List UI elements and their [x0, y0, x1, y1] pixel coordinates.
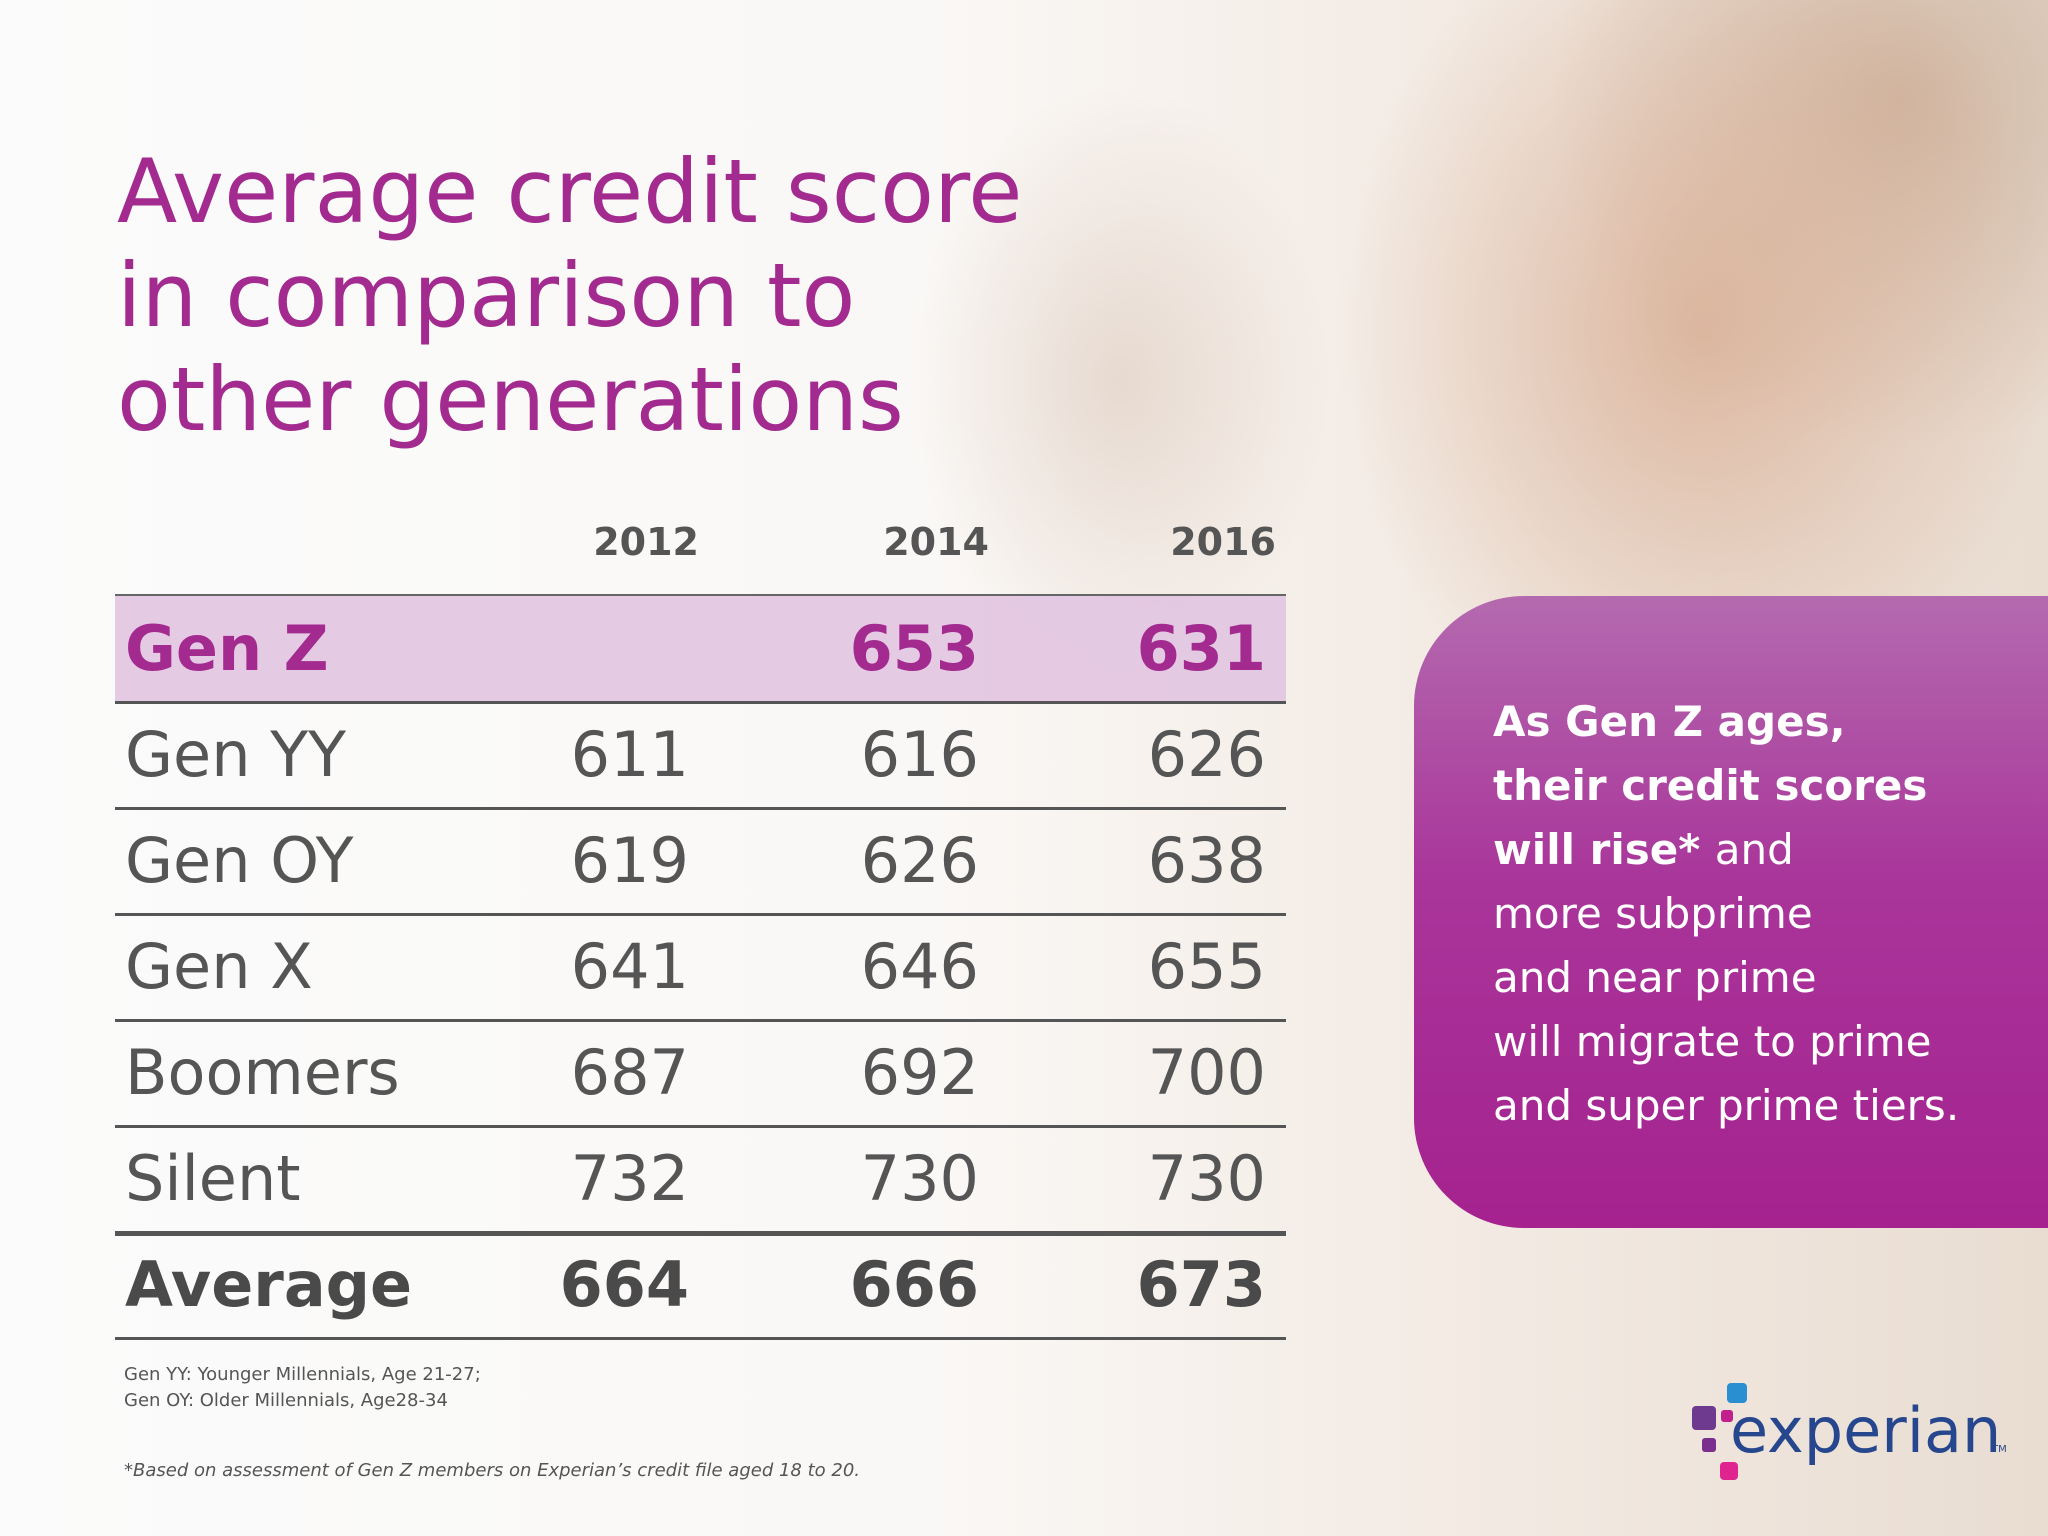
- row-label: Gen X: [125, 930, 313, 1003]
- title-line: in comparison to: [117, 244, 856, 347]
- cell-value: 664: [559, 1248, 689, 1321]
- column-header: 2014: [883, 520, 989, 564]
- table-row: Silent 732 730 730: [115, 1126, 1286, 1236]
- logo-dot: [1727, 1383, 1747, 1403]
- table-row: Boomers 687 692 700: [115, 1020, 1286, 1128]
- cell-value: 673: [1136, 1248, 1266, 1321]
- logo-dot: [1692, 1406, 1716, 1430]
- title-line: other generations: [117, 348, 904, 451]
- callout-line: and super prime tiers.: [1493, 1081, 1960, 1130]
- callout-line: will migrate to prime: [1493, 1017, 1932, 1066]
- logo-tm: TM: [1991, 1444, 2007, 1455]
- cell-value: 692: [860, 1036, 979, 1109]
- column-header: 2016: [1170, 520, 1276, 564]
- table-row: Gen YY 611 616 626: [115, 702, 1286, 810]
- table-row: Average 664 666 673: [115, 1232, 1286, 1340]
- cell-value: 631: [1136, 612, 1266, 685]
- column-header: 2012: [593, 520, 699, 564]
- callout-plain: and: [1714, 825, 1794, 874]
- footnote: *Based on assessment of Gen Z members on…: [124, 1460, 861, 1481]
- table-top-rule: [115, 594, 1286, 596]
- row-label: Gen Z: [125, 612, 329, 685]
- logo: experian TM: [1692, 1383, 2007, 1480]
- cell-value: 730: [860, 1142, 979, 1215]
- table-row: Gen Z 653 631: [115, 596, 1286, 704]
- row-label: Gen OY: [125, 824, 354, 897]
- callout-line: will rise* and: [1493, 825, 1794, 874]
- footnote: Gen YY: Younger Millennials, Age 21-27;: [124, 1364, 481, 1385]
- cell-value: 626: [860, 824, 979, 897]
- cell-value: 700: [1147, 1036, 1266, 1109]
- logo-dot: [1721, 1410, 1733, 1422]
- table-row: Gen X 641 646 655: [115, 914, 1286, 1022]
- callout-line: and near prime: [1493, 953, 1817, 1002]
- cell-value: 730: [1147, 1142, 1266, 1215]
- title: Average credit score in comparison to ot…: [117, 140, 1022, 452]
- row-label: Gen YY: [125, 718, 346, 791]
- logo-dot: [1720, 1462, 1738, 1480]
- logo-dot: [1702, 1438, 1716, 1452]
- callout-line: more subprime: [1493, 889, 1813, 938]
- callout-box: [1414, 596, 2048, 1228]
- cell-value: 732: [570, 1142, 689, 1215]
- row-label: Average: [125, 1248, 413, 1321]
- callout-line: their credit scores: [1493, 761, 1928, 810]
- cell-value: 619: [570, 824, 689, 897]
- cell-value: 687: [570, 1036, 689, 1109]
- cell-value: 655: [1147, 930, 1266, 1003]
- cell-value: 638: [1147, 824, 1266, 897]
- table-row: Gen OY 619 626 638: [115, 808, 1286, 916]
- cell-value: 626: [1147, 718, 1266, 791]
- cell-value: 666: [849, 1248, 979, 1321]
- cell-value: 653: [849, 612, 979, 685]
- cell-value: 641: [570, 930, 689, 1003]
- footnote: Gen OY: Older Millennials, Age28-34: [124, 1390, 448, 1411]
- row-label: Boomers: [125, 1036, 400, 1109]
- callout-line: As Gen Z ages,: [1493, 697, 1846, 746]
- cell-value: 611: [570, 718, 689, 791]
- row-label: Silent: [125, 1142, 301, 1215]
- cell-value: 616: [860, 718, 979, 791]
- cell-value: 646: [860, 930, 979, 1003]
- title-line: Average credit score: [117, 140, 1023, 243]
- logo-text: experian: [1730, 1394, 2001, 1467]
